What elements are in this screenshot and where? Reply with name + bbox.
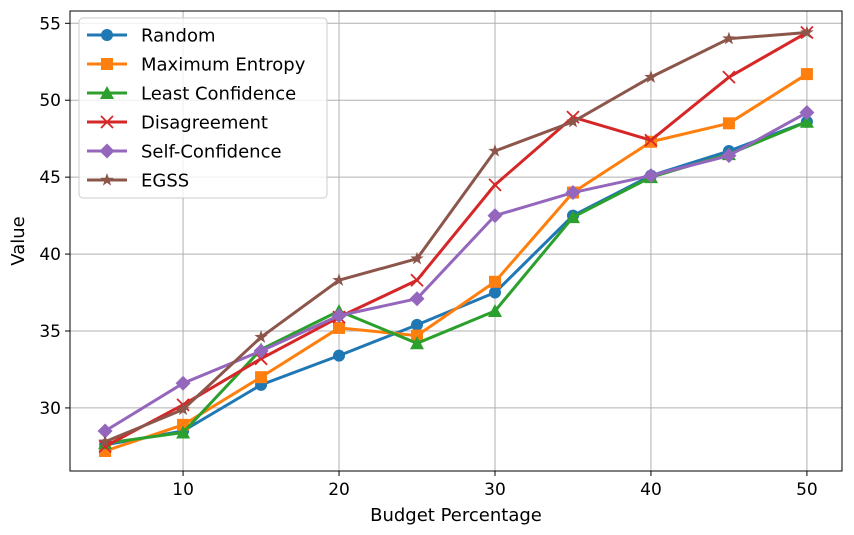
y-axis-label: Value bbox=[8, 216, 29, 265]
data-point-disagreement bbox=[254, 352, 268, 366]
data-point-egss bbox=[98, 434, 112, 448]
legend-label-disagreement: Disagreement bbox=[141, 113, 268, 134]
data-point-egss bbox=[332, 273, 346, 286]
data-point-egss bbox=[254, 330, 268, 343]
data-point-least-confidence bbox=[799, 114, 814, 128]
y-tick-label: 50 bbox=[39, 91, 61, 111]
legend-label-maximum-entropy: Maximum Entropy bbox=[141, 55, 306, 76]
data-point-random bbox=[411, 318, 424, 331]
data-point-least-confidence bbox=[487, 304, 502, 317]
legend-entry-egss: EGSS bbox=[87, 171, 189, 192]
data-point-disagreement bbox=[722, 70, 736, 84]
legend-label-least-confidence: Least Confidence bbox=[141, 84, 296, 105]
data-point-maximum-entropy bbox=[488, 275, 501, 288]
legend-entry-random: Random bbox=[87, 26, 216, 47]
data-point-self-confidence bbox=[409, 291, 425, 307]
data-point-egss bbox=[566, 114, 580, 128]
data-point-random bbox=[333, 349, 346, 362]
series-line-disagreement bbox=[104, 31, 808, 448]
x-tick-label: 10 bbox=[172, 480, 194, 500]
data-point-egss bbox=[800, 25, 814, 39]
data-point-disagreement bbox=[488, 178, 502, 192]
plot-area-frame bbox=[69, 10, 843, 472]
legend-entry-maximum-entropy: Maximum Entropy bbox=[87, 55, 306, 76]
data-point-maximum-entropy bbox=[333, 321, 346, 334]
y-tick-label: 40 bbox=[39, 245, 61, 265]
data-point-egss bbox=[176, 402, 190, 416]
x-tick-label: 20 bbox=[328, 480, 350, 500]
legend-entry-disagreement: Disagreement bbox=[87, 113, 268, 134]
axis-ticks: 10 20 30 40 50 30 35 40 45 50 55 bbox=[39, 14, 817, 500]
data-point-egss bbox=[488, 144, 502, 157]
data-point-maximum-entropy bbox=[255, 371, 268, 384]
series-line-egss bbox=[104, 31, 808, 444]
legend-label-random: Random bbox=[141, 26, 216, 47]
data-point-self-confidence bbox=[643, 168, 659, 184]
legend-label-self-confidence: Self-Confidence bbox=[141, 142, 282, 163]
legend-entry-self-confidence: Self-Confidence bbox=[87, 142, 282, 163]
legend-marker-least-confidence bbox=[100, 86, 114, 99]
data-point-self-confidence bbox=[175, 375, 191, 391]
data-point-least-confidence bbox=[410, 336, 425, 350]
legend-entry-least-confidence: Least Confidence bbox=[87, 84, 296, 105]
series-self-confidence bbox=[97, 105, 815, 439]
legend-label-egss: EGSS bbox=[141, 171, 189, 192]
series-line-self-confidence bbox=[104, 111, 808, 433]
y-tick-label: 45 bbox=[39, 168, 61, 188]
data-point-least-confidence bbox=[176, 425, 191, 439]
data-point-self-confidence bbox=[487, 208, 503, 224]
series-line-maximum-entropy bbox=[104, 72, 808, 453]
x-axis-label: Budget Percentage bbox=[370, 505, 542, 526]
series-egss bbox=[98, 25, 814, 448]
y-tick-label: 30 bbox=[39, 399, 61, 419]
data-point-self-confidence bbox=[799, 105, 815, 121]
data-point-egss bbox=[410, 251, 424, 265]
data-point-maximum-entropy bbox=[411, 329, 424, 342]
legend-marker-disagreement bbox=[100, 115, 114, 129]
data-point-disagreement bbox=[98, 439, 112, 454]
data-point-self-confidence bbox=[253, 343, 269, 359]
data-point-egss bbox=[722, 31, 736, 45]
legend-marker-egss bbox=[100, 173, 114, 186]
data-point-self-confidence bbox=[565, 185, 581, 201]
y-tick-label: 35 bbox=[39, 322, 61, 342]
legend-box bbox=[78, 17, 328, 199]
legend-marker-maximum-entropy bbox=[101, 58, 113, 70]
x-tick-label: 50 bbox=[796, 480, 818, 500]
data-point-disagreement bbox=[644, 133, 658, 147]
legend: Random Maximum Entropy Least Confidence Dis… bbox=[78, 17, 328, 199]
series-lines bbox=[97, 25, 815, 457]
x-tick-label: 30 bbox=[484, 480, 506, 500]
data-point-self-confidence bbox=[721, 148, 737, 164]
legend-marker-random bbox=[101, 29, 113, 41]
data-point-random bbox=[488, 286, 501, 299]
data-point-least-confidence bbox=[565, 210, 580, 224]
data-point-self-confidence bbox=[97, 423, 113, 439]
legend-marker-self-confidence bbox=[99, 143, 115, 159]
data-point-self-confidence bbox=[331, 308, 347, 324]
x-tick-label: 40 bbox=[640, 480, 662, 500]
data-point-egss bbox=[644, 70, 658, 83]
data-point-maximum-entropy bbox=[800, 68, 813, 81]
data-point-disagreement bbox=[410, 273, 424, 287]
data-point-maximum-entropy bbox=[722, 117, 735, 130]
y-tick-label: 55 bbox=[39, 14, 61, 34]
